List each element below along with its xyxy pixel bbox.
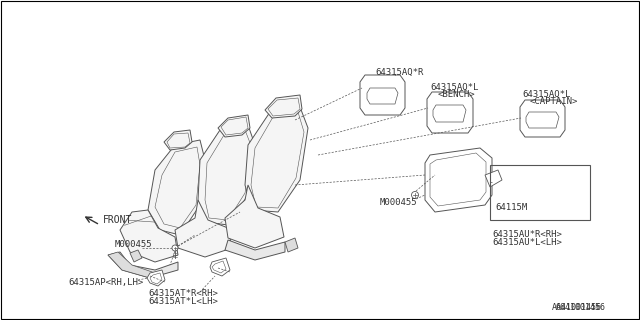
Polygon shape: [485, 170, 502, 187]
Bar: [490, 165, 590, 220]
Text: 64315AQ*L: 64315AQ*L: [522, 90, 570, 99]
Polygon shape: [210, 258, 230, 276]
Text: 64315AT*R<RH>: 64315AT*R<RH>: [148, 289, 218, 298]
Text: 64315AU*R<RH>: 64315AU*R<RH>: [492, 230, 562, 239]
Polygon shape: [175, 200, 232, 257]
Text: 64315AP<RH,LH>: 64315AP<RH,LH>: [68, 278, 143, 287]
Text: M000455: M000455: [380, 198, 418, 207]
Polygon shape: [265, 95, 302, 118]
Polygon shape: [225, 185, 284, 248]
Text: 64315AU*L<LH>: 64315AU*L<LH>: [492, 238, 562, 247]
Text: 64315AQ*L: 64315AQ*L: [430, 83, 478, 92]
Polygon shape: [147, 270, 165, 286]
Text: M000455: M000455: [115, 240, 152, 249]
Text: A641001456: A641001456: [552, 303, 602, 312]
Polygon shape: [427, 92, 473, 133]
Polygon shape: [198, 125, 255, 225]
Text: <BENCH>: <BENCH>: [438, 90, 476, 99]
Circle shape: [412, 191, 419, 198]
Polygon shape: [360, 75, 405, 115]
Text: FRONT: FRONT: [103, 215, 132, 225]
Text: 64115M: 64115M: [495, 203, 527, 212]
Text: 64315AT*L<LH>: 64315AT*L<LH>: [148, 297, 218, 306]
Polygon shape: [130, 250, 142, 262]
Polygon shape: [425, 148, 492, 212]
Polygon shape: [120, 210, 178, 262]
Polygon shape: [108, 252, 178, 278]
Text: 64315AQ*R: 64315AQ*R: [375, 68, 424, 77]
Polygon shape: [108, 252, 155, 278]
Polygon shape: [218, 115, 250, 137]
Polygon shape: [225, 240, 285, 260]
Polygon shape: [520, 100, 565, 137]
Polygon shape: [148, 140, 205, 235]
Polygon shape: [285, 238, 298, 252]
Polygon shape: [164, 130, 192, 150]
Polygon shape: [245, 107, 308, 212]
Text: <CAPTAIN>: <CAPTAIN>: [530, 97, 579, 106]
Text: A641001456: A641001456: [556, 303, 606, 312]
Circle shape: [172, 245, 178, 251]
